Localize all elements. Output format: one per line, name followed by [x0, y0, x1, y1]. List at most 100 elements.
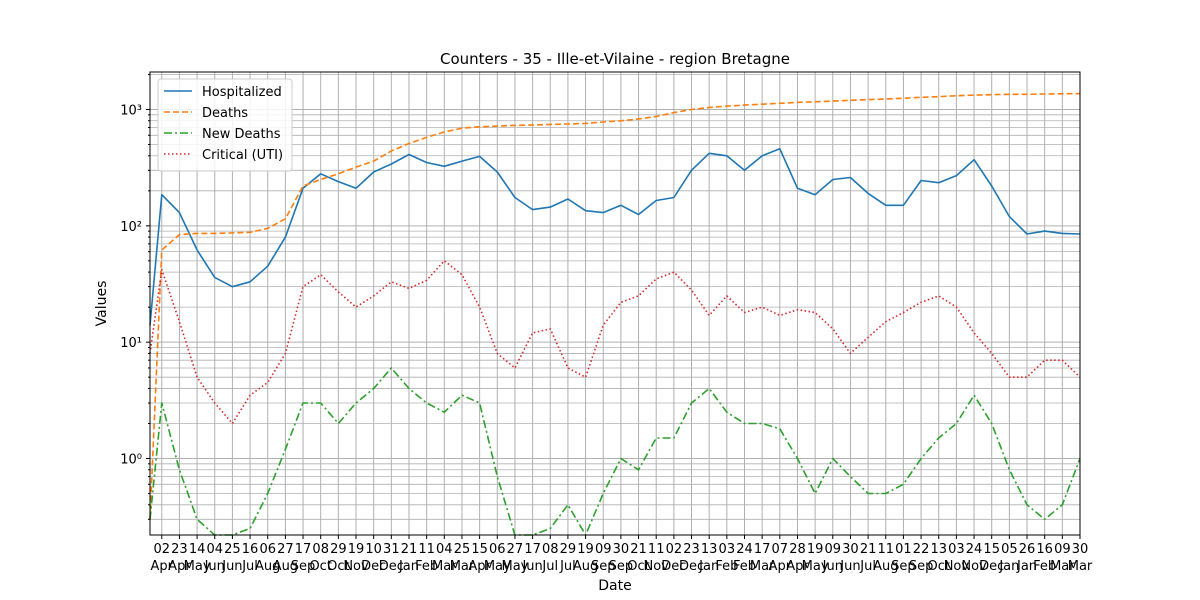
legend-label: Deaths [202, 106, 248, 121]
x-tick-label-month: Mar [750, 559, 775, 574]
x-tick-label-month: Dec [661, 559, 686, 574]
x-tick-label-month: Jun [822, 559, 843, 574]
x-tick-label-month: Sep [291, 559, 316, 574]
x-tick-label-day: 30 [1072, 542, 1089, 557]
x-tick-label-day: 10 [365, 542, 382, 557]
x-tick-label-day: 28 [789, 542, 806, 557]
x-tick-label-month: May [501, 559, 528, 574]
x-tick-label-day: 23 [171, 542, 188, 557]
legend-label: Hospitalized [202, 85, 282, 100]
x-tick-label-day: 04 [206, 542, 223, 557]
x-tick-label-day: 06 [259, 542, 276, 557]
y-tick-label: 10³ [120, 103, 142, 118]
x-tick-label-month: Feb [415, 559, 438, 574]
x-tick-label-month: Apr [468, 559, 491, 574]
x-tick-label-day: 05 [1001, 542, 1018, 557]
x-tick-label-day: 09 [825, 542, 842, 557]
x-tick-label-day: 23 [683, 542, 700, 557]
x-tick-label-day: 16 [1036, 542, 1053, 557]
x-tick-label-day: 11 [418, 542, 435, 557]
x-tick-label-day: 01 [895, 542, 912, 557]
x-tick-label-day: 13 [930, 542, 947, 557]
legend-box [157, 78, 293, 172]
x-tick-label-day: 06 [489, 542, 506, 557]
x-tick-label-day: 25 [224, 542, 241, 557]
x-tick-label-month: Feb [1033, 559, 1056, 574]
x-tick-label-day: 14 [189, 542, 206, 557]
x-tick-label-month: Nov [961, 559, 987, 574]
x-tick-label-day: 15 [471, 542, 488, 557]
x-tick-label-month: Mar [450, 559, 475, 574]
x-tick-label-month: Jan [398, 559, 419, 574]
x-tick-label-day: 11 [648, 542, 665, 557]
x-tick-label-month: Dec [379, 559, 404, 574]
x-tick-label-month: Nov [343, 559, 369, 574]
x-tick-label-month: Jun [221, 559, 242, 574]
x-tick-label-month: Jul [241, 559, 258, 574]
x-tick-label-month: Sep [609, 559, 634, 574]
x-tick-label-month: Dec [679, 559, 704, 574]
x-tick-label-month: Feb [733, 559, 756, 574]
x-tick-label-day: 17 [524, 542, 541, 557]
x-tick-label-day: 03 [948, 542, 965, 557]
ticks-layer: 10⁰10¹10²10³02Apr23Apr14May04Jun25Jun16J… [120, 73, 1093, 574]
x-tick-label-day: 31 [383, 542, 400, 557]
x-tick-label-month: Jan [998, 559, 1019, 574]
x-tick-label-month: Apr [151, 559, 174, 574]
x-tick-label-day: 19 [807, 542, 824, 557]
x-tick-label-month: Nov [944, 559, 970, 574]
x-tick-label-month: Apr [786, 559, 809, 574]
x-tick-label-day: 04 [436, 542, 453, 557]
x-tick-label-month: Dec [979, 559, 1004, 574]
x-tick-label-month: Sep [891, 559, 916, 574]
x-tick-label-day: 29 [330, 542, 347, 557]
x-tick-label-month: Jun [521, 559, 542, 574]
x-tick-label-month: Mar [432, 559, 457, 574]
x-tick-label-month: Mar [1068, 559, 1093, 574]
x-tick-label-day: 21 [630, 542, 647, 557]
x-tick-label-month: Dec [361, 559, 386, 574]
x-tick-label-day: 30 [613, 542, 630, 557]
x-tick-label-day: 17 [295, 542, 312, 557]
x-tick-label-day: 09 [1054, 542, 1071, 557]
x-tick-label-day: 24 [966, 542, 983, 557]
x-tick-label-month: Apr [769, 559, 792, 574]
y-tick-label: 10⁰ [120, 452, 142, 467]
x-tick-label-day: 29 [560, 542, 577, 557]
x-axis-title: Date [598, 578, 631, 594]
chart-title: Counters - 35 - Ille-et-Vilaine - region… [440, 50, 790, 68]
grid-layer [150, 72, 1081, 535]
x-tick-label-day: 26 [1019, 542, 1036, 557]
x-tick-label-day: 03 [719, 542, 736, 557]
x-tick-label-month: May [484, 559, 511, 574]
x-tick-label-day: 30 [842, 542, 859, 557]
x-tick-label-month: Feb [715, 559, 738, 574]
x-tick-label-month: Jun [204, 559, 225, 574]
x-tick-label-month: Jan [1016, 559, 1037, 574]
legend: Hospitalized Deaths New Deaths Critical (UT… [157, 78, 293, 172]
x-tick-label-day: 22 [913, 542, 930, 557]
x-tick-label-day: 02 [153, 542, 170, 557]
x-tick-label-month: Aug [255, 559, 280, 574]
x-tick-label-day: 07 [772, 542, 789, 557]
x-tick-label-day: 24 [736, 542, 753, 557]
x-tick-label-day: 02 [666, 542, 683, 557]
series-line-hospitalized [149, 147, 1081, 326]
x-tick-label-month: Oct [927, 559, 949, 574]
series-line-new-deaths [149, 367, 1081, 536]
y-tick-label: 10² [120, 220, 142, 235]
x-tick-label-month: Mar [1050, 559, 1075, 574]
x-tick-label-day: 13 [701, 542, 718, 557]
x-tick-label-month: Sep [591, 559, 616, 574]
x-tick-label-month: Nov [644, 559, 670, 574]
x-tick-label-month: Apr [168, 559, 191, 574]
x-tick-label-month: Jul [559, 559, 576, 574]
x-tick-label-month: May [802, 559, 829, 574]
x-tick-label-month: Jul [541, 559, 558, 574]
x-tick-label-month: Jul [859, 559, 876, 574]
series-line-critical-uti [149, 259, 1081, 425]
x-tick-label-day: 15 [983, 542, 1000, 557]
x-tick-label-day: 27 [277, 542, 294, 557]
x-tick-label-month: Sep [909, 559, 934, 574]
